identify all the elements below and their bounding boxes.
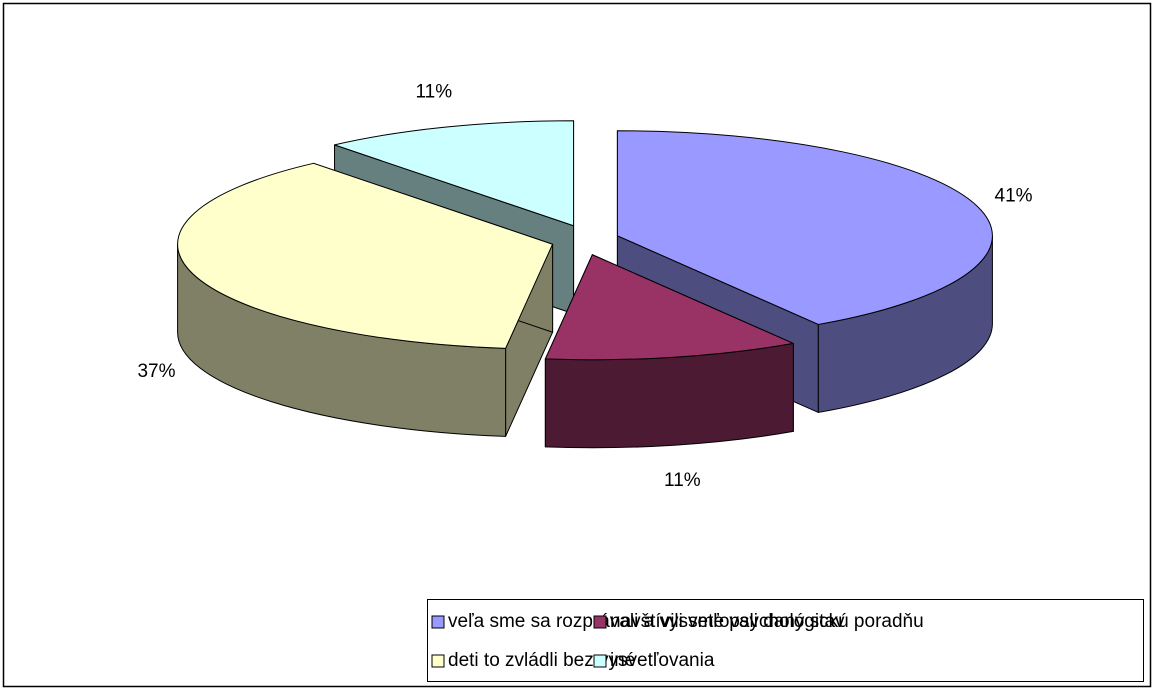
data-label: 41%: [995, 185, 1033, 206]
legend-label: veľa sme sa rozprávali a vysvetľovali da…: [448, 611, 845, 632]
data-label: 37%: [137, 361, 175, 382]
slice-top: [544, 254, 794, 361]
data-label: 11%: [664, 470, 701, 491]
legend-swatch: [593, 654, 607, 668]
pie-slice: [544, 254, 794, 449]
legend-label: iné: [610, 650, 635, 671]
slice-top: [334, 120, 575, 227]
legend-swatch: [593, 615, 607, 629]
pie-slice: [177, 162, 554, 437]
slice-top: [616, 130, 993, 325]
legend-swatch: [431, 654, 445, 668]
legend-label: deti to zvládli bez vysvetľovania: [448, 650, 715, 671]
legend-box: [427, 599, 1144, 682]
legend-label: navštívili sme psychologickú poradňu: [610, 611, 924, 632]
slice-top: [177, 162, 554, 349]
data-label: 11%: [416, 81, 453, 102]
legend-swatch: [431, 615, 445, 629]
